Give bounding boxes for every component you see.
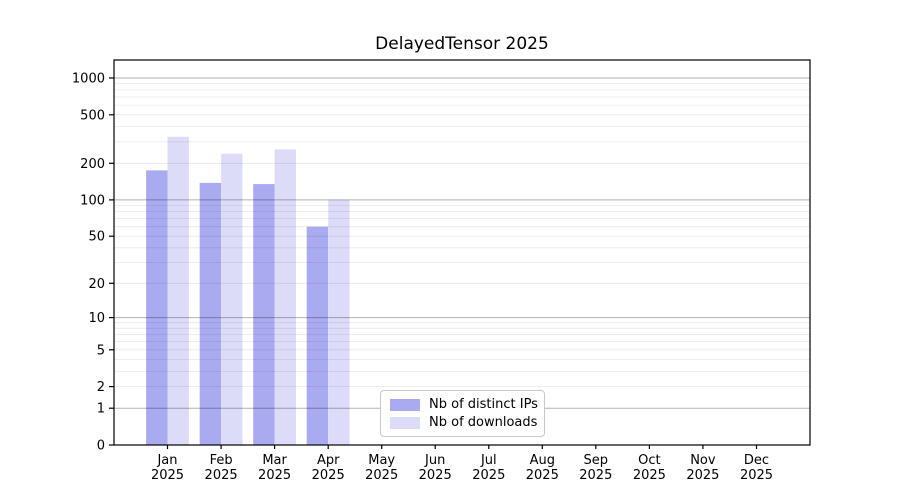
x-tick-label-month: Mar xyxy=(262,453,287,468)
x-tick-label-year: 2025 xyxy=(686,468,719,483)
x-tick-label-month: Dec xyxy=(744,453,769,468)
x-tick-label-year: 2025 xyxy=(365,468,398,483)
y-tick-label: 1000 xyxy=(72,72,105,87)
y-tick-label: 0 xyxy=(97,439,105,454)
y-tick-label: 50 xyxy=(88,230,105,245)
bar-nb-of-distinct-ips-mar xyxy=(253,184,275,445)
x-tick-label-month: Sep xyxy=(584,453,609,468)
x-tick-label-month: Aug xyxy=(530,453,555,468)
x-tick-label-year: 2025 xyxy=(526,468,559,483)
bar-nb-of-distinct-ips-apr xyxy=(306,226,329,445)
x-tick-label-year: 2025 xyxy=(419,468,452,483)
x-tick-label-year: 2025 xyxy=(312,468,345,483)
y-tick-label: 10 xyxy=(88,311,105,326)
legend-label-downloads: Nb of downloads xyxy=(429,415,538,430)
x-tick-label-month: Oct xyxy=(638,453,660,468)
x-tick-label-year: 2025 xyxy=(258,468,291,483)
x-tick-label-year: 2025 xyxy=(205,468,238,483)
x-tick-label-month: Apr xyxy=(317,453,340,468)
y-tick-label: 5 xyxy=(97,343,105,358)
x-tick-label-year: 2025 xyxy=(472,468,505,483)
y-tick-label: 1 xyxy=(97,402,105,417)
y-tick-label: 500 xyxy=(80,108,105,123)
legend-label-distinct-ips: Nb of distinct IPs xyxy=(429,397,538,412)
x-tick-label-month: Jul xyxy=(480,453,497,468)
x-tick-label-month: Feb xyxy=(210,453,233,468)
x-tick-label-month: Nov xyxy=(690,453,716,468)
legend: Nb of distinct IPs Nb of downloads xyxy=(380,390,545,437)
x-tick-label-month: Jan xyxy=(156,453,177,468)
legend-item-downloads: Nb of downloads xyxy=(390,415,544,430)
x-tick-label-month: Jun xyxy=(424,453,445,468)
bar-nb-of-downloads-jan xyxy=(167,136,189,446)
x-tick-label-year: 2025 xyxy=(633,468,666,483)
chart-title: DelayedTensor 2025 xyxy=(375,34,549,54)
bar-nb-of-distinct-ips-jan xyxy=(146,170,168,445)
x-tick-label-year: 2025 xyxy=(151,468,184,483)
legend-swatch-downloads xyxy=(390,416,420,429)
x-tick-label-year: 2025 xyxy=(740,468,773,483)
bar-nb-of-distinct-ips-feb xyxy=(199,182,222,445)
y-tick-label: 2 xyxy=(97,380,105,395)
bar-nb-of-downloads-feb xyxy=(221,153,243,445)
legend-item-distinct-ips: Nb of distinct IPs xyxy=(390,397,544,412)
x-tick-label-year: 2025 xyxy=(579,468,612,483)
bar-nb-of-downloads-apr xyxy=(328,199,350,445)
x-tick-label-month: May xyxy=(368,453,395,468)
y-tick-label: 200 xyxy=(80,157,105,172)
plot-border xyxy=(113,59,811,446)
bar-nb-of-downloads-mar xyxy=(274,149,296,445)
y-tick-label: 20 xyxy=(88,277,105,292)
y-tick-label: 100 xyxy=(80,193,105,208)
legend-swatch-distinct-ips xyxy=(390,398,420,411)
